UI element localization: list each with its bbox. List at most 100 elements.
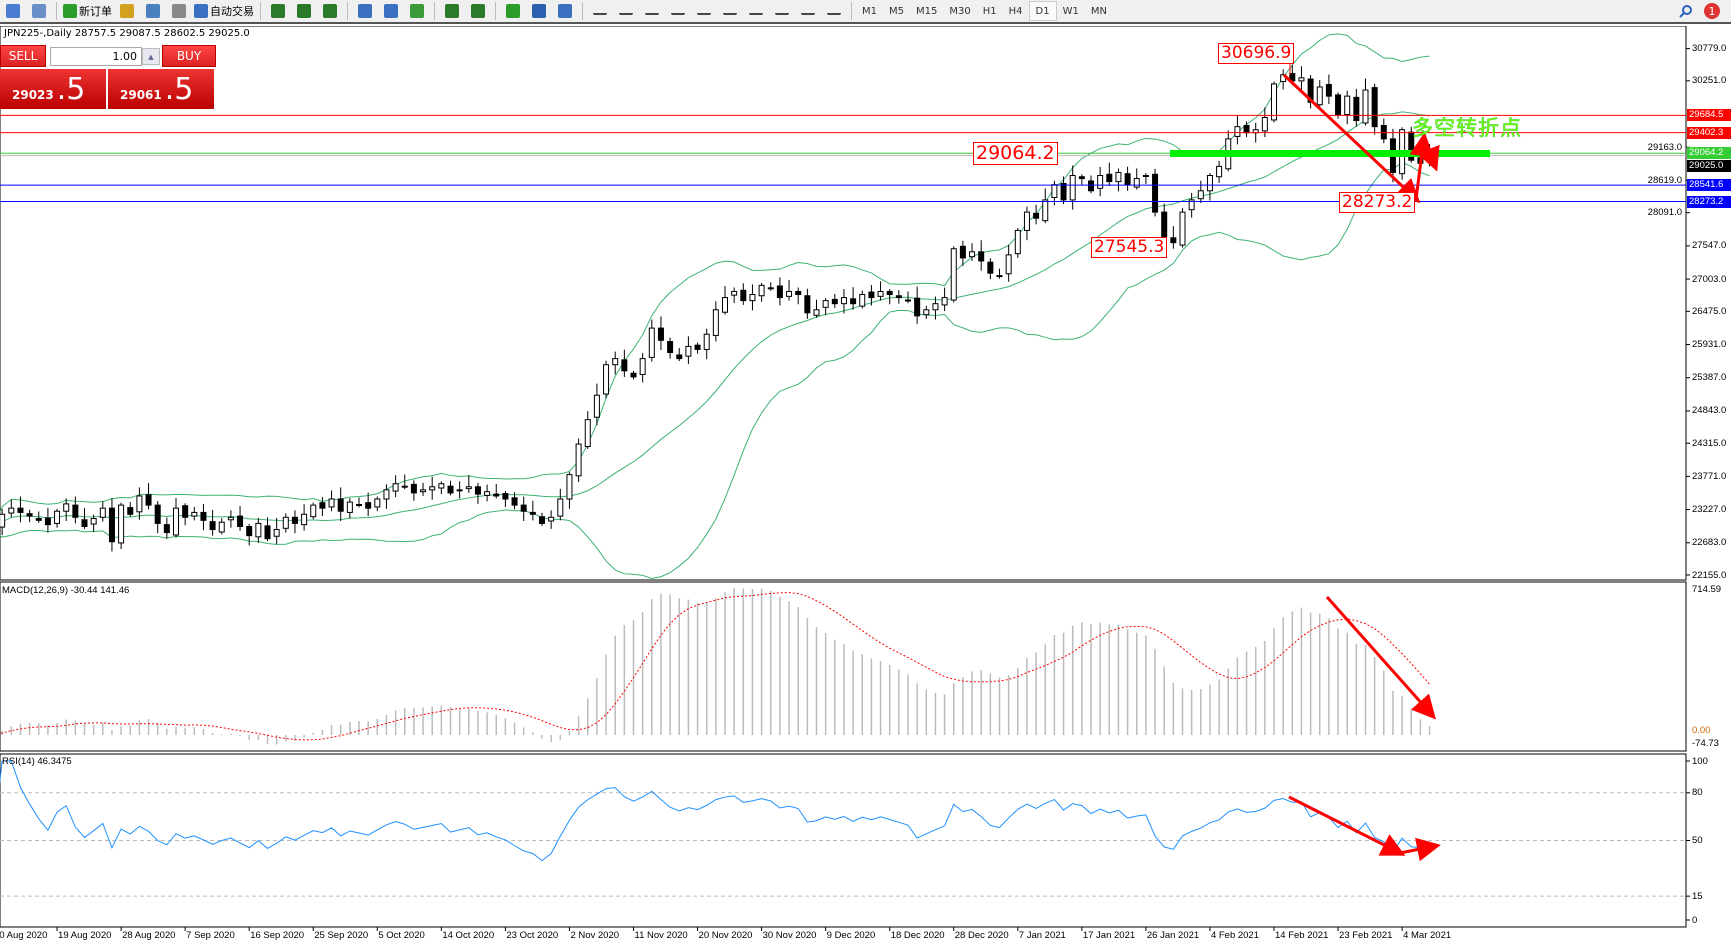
candle-body-bull xyxy=(840,297,847,305)
timeframe-m30[interactable]: M30 xyxy=(949,5,971,17)
zoom-out-button[interactable] xyxy=(380,1,402,21)
candle-body-bear xyxy=(850,298,857,305)
candle-body-bull xyxy=(227,516,234,521)
bar-chart-button[interactable] xyxy=(267,1,289,21)
tile-windows-button[interactable] xyxy=(406,1,428,21)
candle xyxy=(17,496,24,523)
cursor-button[interactable] xyxy=(589,1,611,21)
fibonacci-button[interactable] xyxy=(745,1,767,21)
candle-body-bull xyxy=(548,516,555,522)
timeframe-h1[interactable]: H1 xyxy=(982,5,997,17)
candle-body-bear xyxy=(978,251,985,262)
new-order-button[interactable]: 新订单 xyxy=(63,1,112,21)
signal-button[interactable] xyxy=(168,1,190,21)
sell-price-button[interactable]: 29023.5 xyxy=(0,69,106,109)
auto-scroll-button[interactable] xyxy=(441,1,463,21)
candle-body-bull xyxy=(566,474,573,500)
candle-body-bull xyxy=(1206,175,1213,192)
timeframe-m5[interactable]: M5 xyxy=(889,5,904,17)
candle-body-bull xyxy=(950,248,957,301)
auto-trading-icon xyxy=(194,4,208,18)
notifications-button[interactable]: 1 xyxy=(1701,1,1723,21)
candle-body-bull xyxy=(218,521,225,533)
candle xyxy=(740,283,747,305)
candle xyxy=(1243,121,1250,138)
candle-body-bull xyxy=(923,309,930,316)
zoom-window-button[interactable] xyxy=(28,1,50,21)
line-chart-button[interactable] xyxy=(319,1,341,21)
timeframe-m15[interactable]: M15 xyxy=(916,5,938,17)
equidistant-channel-button[interactable] xyxy=(719,1,741,21)
candle-body-bull xyxy=(822,300,829,308)
candle-body-bull xyxy=(328,498,335,508)
candle-body-bear xyxy=(795,290,802,296)
candle xyxy=(383,484,390,509)
search-icon[interactable] xyxy=(1675,1,1697,21)
new-chart-button[interactable] xyxy=(2,1,24,21)
candle-body-bear xyxy=(905,299,911,302)
horizontal-line-button[interactable] xyxy=(667,1,689,21)
vertical-line-button[interactable] xyxy=(641,1,663,21)
candle-body-bull xyxy=(484,491,491,496)
trendline-button[interactable] xyxy=(693,1,715,21)
candle xyxy=(1261,107,1268,138)
candle xyxy=(612,351,619,375)
candle-body-bear xyxy=(1170,237,1177,244)
text-button[interactable] xyxy=(771,1,793,21)
candle xyxy=(35,511,42,523)
candle xyxy=(593,383,600,426)
candle-body-bear xyxy=(72,504,79,518)
timeframe-h4[interactable]: H4 xyxy=(1008,5,1023,17)
market-watch-button[interactable] xyxy=(116,1,138,21)
buy-price-button[interactable]: 29061.5 xyxy=(108,69,214,109)
candle xyxy=(941,287,948,312)
date-label: 14 Feb 2021 xyxy=(1275,930,1329,941)
candlestick-button[interactable] xyxy=(293,1,315,21)
candle xyxy=(657,316,664,351)
candle xyxy=(630,370,637,380)
timeframe-mn[interactable]: MN xyxy=(1090,5,1107,17)
lot-size-input[interactable]: 1.00 xyxy=(50,47,142,66)
date-label: 30 Nov 2020 xyxy=(762,930,817,941)
candle-body-bull xyxy=(273,529,280,537)
chart-shift-icon xyxy=(471,4,485,18)
templates-button[interactable] xyxy=(554,1,576,21)
candle-body-bull xyxy=(1179,211,1186,246)
auto-trading-button[interactable]: 自动交易 xyxy=(194,1,254,21)
period-button[interactable] xyxy=(528,1,550,21)
sell-button[interactable]: SELL xyxy=(0,45,46,67)
candle xyxy=(959,240,966,266)
candle xyxy=(831,293,838,308)
candle xyxy=(1234,115,1241,145)
candle-body-bull xyxy=(639,358,646,375)
market-watch-icon xyxy=(120,4,134,18)
candle-body-bull xyxy=(1005,254,1012,275)
rsi-tick-label: 80 xyxy=(1692,787,1703,799)
navigator-button[interactable] xyxy=(142,1,164,21)
text-label-button[interactable] xyxy=(797,1,819,21)
crosshair-button[interactable] xyxy=(615,1,637,21)
candle xyxy=(173,498,179,538)
candle xyxy=(1188,192,1195,218)
timeframe-d1[interactable]: D1 xyxy=(1028,1,1057,21)
candle-body-bull xyxy=(173,507,179,536)
lot-increase-button[interactable]: ▲ xyxy=(142,48,160,65)
candle xyxy=(356,497,362,508)
candle xyxy=(502,491,509,507)
zoom-in-button[interactable] xyxy=(354,1,376,21)
candle xyxy=(72,496,79,524)
chart-shift-button[interactable] xyxy=(467,1,489,21)
candle-body-bull xyxy=(648,327,655,358)
candle xyxy=(493,484,500,499)
candle xyxy=(969,243,976,261)
chart-canvas[interactable] xyxy=(0,26,1731,944)
ask-frac: .5 xyxy=(164,72,194,107)
buy-button[interactable]: BUY xyxy=(162,45,216,67)
arrows-button[interactable] xyxy=(823,1,845,21)
candle-body-bear xyxy=(493,493,500,497)
timeframe-w1[interactable]: W1 xyxy=(1062,5,1079,17)
indicators-button[interactable] xyxy=(502,1,524,21)
timeframe-m1[interactable]: M1 xyxy=(862,5,877,17)
date-label: 11 Nov 2020 xyxy=(634,930,688,941)
candle-body-bull xyxy=(438,483,445,489)
